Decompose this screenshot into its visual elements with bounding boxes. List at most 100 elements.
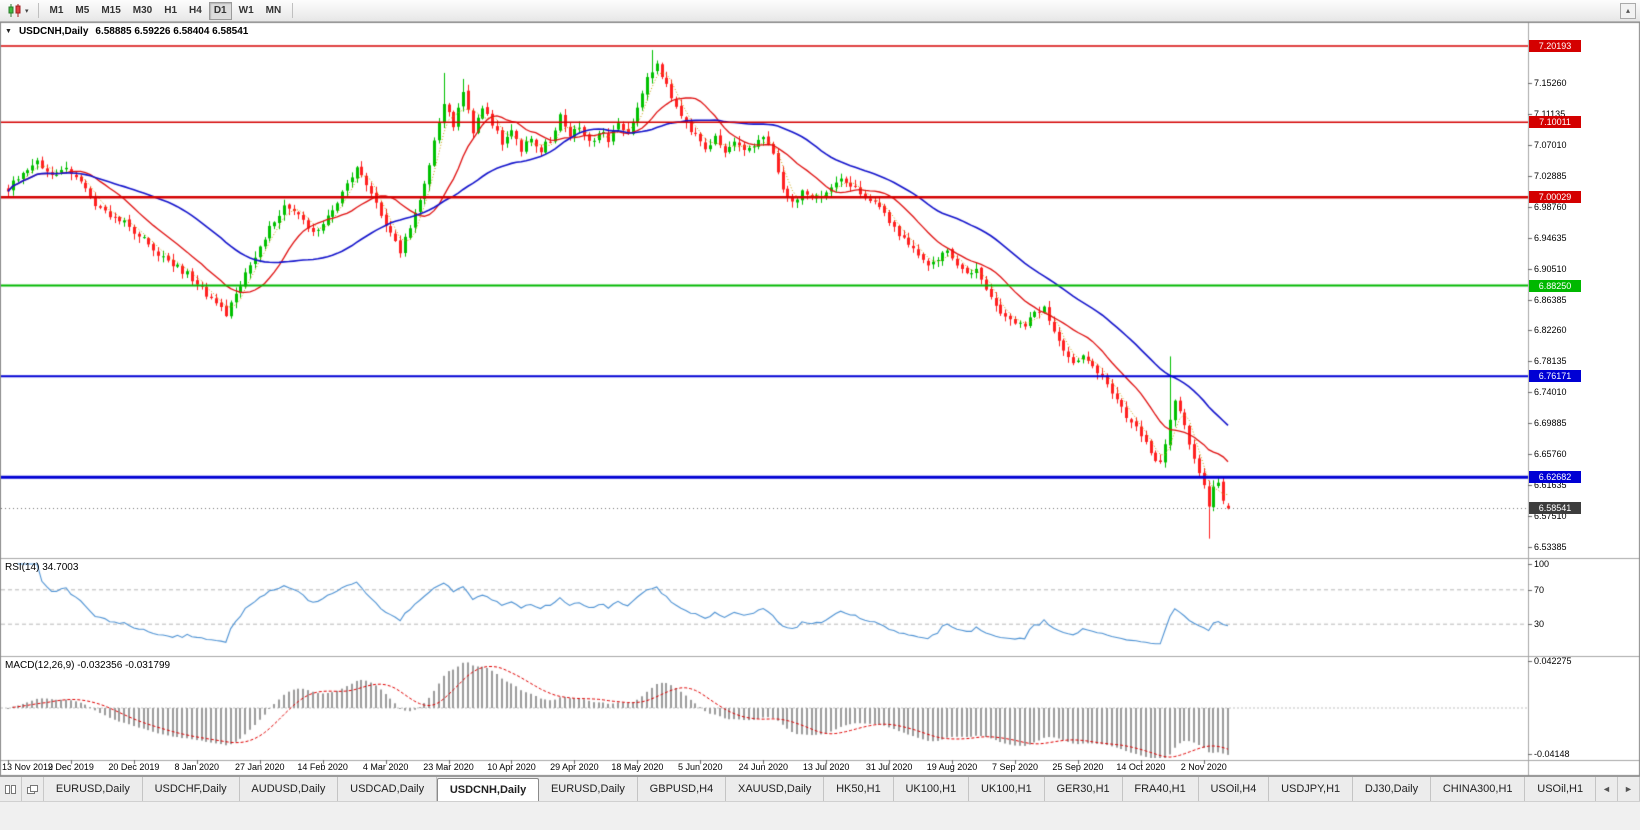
- chart-title: ▼ USDCNH,Daily 6.58885 6.59226 6.58404 6…: [5, 26, 248, 37]
- y-axis-label: 6.57510: [1534, 511, 1567, 522]
- chart-type-button[interactable]: ▾: [4, 2, 33, 20]
- chart-tab-fra40-h1[interactable]: FRA40,H1: [1123, 777, 1199, 801]
- date-label: 5 Jun 2020: [678, 762, 723, 772]
- macd-indicator-label: MACD(12,26,9) -0.032356 -0.031799: [5, 660, 171, 671]
- y-axis-label: 6.94635: [1534, 232, 1567, 243]
- y-axis-label: 6.86385: [1534, 294, 1567, 305]
- timeframe-button-h4[interactable]: H4: [184, 2, 207, 20]
- price-badge: 6.76171: [1529, 370, 1581, 383]
- timeframe-button-d1[interactable]: D1: [208, 1, 232, 20]
- y-axis-label: 6.69885: [1534, 418, 1567, 429]
- timeframe-button-m5[interactable]: M5: [70, 2, 94, 20]
- window-cascade-button[interactable]: [22, 777, 44, 801]
- date-label: 2 Dec 2019: [47, 762, 94, 772]
- rsi-level-label: 70: [1534, 584, 1545, 595]
- chart-tab-usoil-h1[interactable]: USOil,H1: [1525, 777, 1596, 801]
- chart-tab-audusd-daily[interactable]: AUDUSD,Daily: [240, 777, 339, 801]
- date-label: 29 Apr 2020: [550, 762, 599, 772]
- date-label: 27 Jan 2020: [234, 762, 285, 772]
- rsi-level-label: 100: [1534, 559, 1550, 569]
- timeframe-group: M1 M5 M15 M30 H1 H4 D1 W1 MN: [44, 1, 288, 20]
- chart-tab-list: EURUSD,Daily USDCHF,Daily AUDUSD,Daily USDC…: [44, 777, 1596, 801]
- chart-tab-ger30-h1[interactable]: GER30,H1: [1045, 777, 1123, 801]
- chart-symbol-period: USDCNH,Daily: [18, 26, 89, 37]
- chart-tab-usdcad-daily[interactable]: USDCAD,Daily: [338, 777, 437, 801]
- y-axis-label: 6.74010: [1534, 387, 1567, 398]
- y-axis-label: 7.11135: [1534, 108, 1566, 119]
- y-axis-label: 6.61635: [1534, 480, 1567, 491]
- rsi-level-label: 30: [1534, 619, 1545, 630]
- y-axis-label: 7.07010: [1534, 139, 1567, 150]
- timeframe-button-h1[interactable]: H1: [159, 2, 182, 20]
- date-label: 7 Sep 2020: [991, 762, 1038, 772]
- chart-tabbar: EURUSD,Daily USDCHF,Daily AUDUSD,Daily USDC…: [0, 776, 1640, 801]
- timeframe-button-w1[interactable]: W1: [234, 2, 259, 20]
- chart-tab-dj30-daily[interactable]: DJ30,Daily: [1353, 777, 1431, 801]
- chart-tab-usoil-h4[interactable]: USOil,H4: [1199, 777, 1270, 801]
- timeframe-button-mn[interactable]: MN: [261, 2, 287, 20]
- cascade-windows-icon: [27, 784, 38, 794]
- status-bar: [0, 801, 1640, 830]
- date-label: 13 Jul 2020: [802, 762, 850, 772]
- date-label: 20 Dec 2019: [108, 762, 160, 772]
- chart-tab-eurusd-daily[interactable]: EURUSD,Daily: [44, 777, 143, 801]
- date-label: 23 Mar 2020: [423, 762, 474, 772]
- y-axis-label: 6.53385: [1534, 542, 1567, 552]
- date-label: 13 Nov 2019: [2, 762, 54, 772]
- tab-scroll-right-button[interactable]: ►: [1618, 777, 1640, 801]
- date-label: 2 Nov 2020: [1180, 762, 1227, 772]
- chart-tab-uk100-h1[interactable]: UK100,H1: [969, 777, 1045, 801]
- timeframe-button-m15[interactable]: M15: [96, 2, 125, 20]
- chart-dropdown-icon[interactable]: ▼: [5, 28, 12, 35]
- chart-tab-eurusd-daily[interactable]: EURUSD,Daily: [539, 777, 638, 801]
- chart-tab-xauusd-daily[interactable]: XAUUSD,Daily: [726, 777, 825, 801]
- window-tile-button[interactable]: [0, 777, 22, 801]
- timeframe-button-m1[interactable]: M1: [45, 2, 69, 20]
- date-label: 14 Feb 2020: [297, 762, 348, 772]
- price-badge: 6.62682: [1529, 471, 1581, 484]
- timeframe-button-m30[interactable]: M30: [128, 2, 157, 20]
- y-axis-label: 6.78135: [1534, 356, 1567, 367]
- y-axis-label: 7.02885: [1534, 170, 1567, 181]
- macd-axis-label: 0.042275: [1534, 655, 1572, 666]
- chart-tab-uk100-h1[interactable]: UK100,H1: [894, 777, 970, 801]
- y-axis-label: 6.98760: [1534, 201, 1567, 212]
- rsi-indicator-label: RSI(14) 34.7003: [5, 562, 79, 573]
- toolbar: ▾ M1 M5 M15 M30 H1 H4 D1 W1 MN ▴: [0, 0, 1640, 22]
- chart-tab-china300-h1[interactable]: CHINA300,H1: [1431, 777, 1526, 801]
- price-chart-canvas[interactable]: [0, 22, 1640, 776]
- chart-tab-usdjpy-h1[interactable]: USDJPY,H1: [1269, 777, 1354, 801]
- macd-axis-label: -0.04148: [1534, 749, 1570, 760]
- chart-tab-hk50-h1[interactable]: HK50,H1: [824, 777, 894, 801]
- y-axis-label: 6.82260: [1534, 325, 1567, 336]
- toolbar-divider: [37, 3, 39, 18]
- toolbar-divider: [292, 3, 294, 18]
- tab-scroll-left-button[interactable]: ◄: [1596, 777, 1618, 801]
- y-axis-label: 7.15260: [1534, 77, 1567, 88]
- price-badge: 7.00029: [1529, 191, 1581, 204]
- candlestick-chart-icon: [8, 4, 21, 17]
- chart-ohlc-values: 6.58885 6.59226 6.58404 6.58541: [95, 26, 249, 37]
- date-label: 18 May 2020: [611, 762, 664, 772]
- chart-window: ▼ USDCNH,Daily 6.58885 6.59226 6.58404 6…: [0, 22, 1640, 776]
- y-axis-label: 6.65760: [1534, 449, 1567, 460]
- chart-tab-gbpusd-h4[interactable]: GBPUSD,H4: [638, 777, 727, 801]
- chart-tab-usdcnh-daily[interactable]: USDCNH,Daily: [436, 778, 540, 801]
- date-label: 10 Apr 2020: [487, 762, 536, 772]
- date-label: 24 Jun 2020: [738, 762, 789, 772]
- price-badge: 6.58541: [1529, 502, 1581, 515]
- y-axis-label: 6.90510: [1534, 263, 1567, 274]
- date-label: 19 Aug 2020: [926, 762, 978, 772]
- price-badge: 7.10011: [1529, 116, 1581, 129]
- date-label: 25 Sep 2020: [1052, 762, 1104, 772]
- date-label: 4 Mar 2020: [362, 762, 409, 772]
- price-badge: 6.88250: [1529, 279, 1581, 292]
- date-label: 8 Jan 2020: [174, 762, 220, 772]
- tile-windows-icon: [5, 784, 16, 794]
- toolbar-collapse-button[interactable]: ▴: [1620, 2, 1636, 19]
- chart-tab-usdchf-daily[interactable]: USDCHF,Daily: [143, 777, 240, 801]
- date-label: 31 Jul 2020: [865, 762, 913, 772]
- date-label: 14 Oct 2020: [1116, 762, 1166, 772]
- price-badge: 7.20193: [1529, 39, 1581, 52]
